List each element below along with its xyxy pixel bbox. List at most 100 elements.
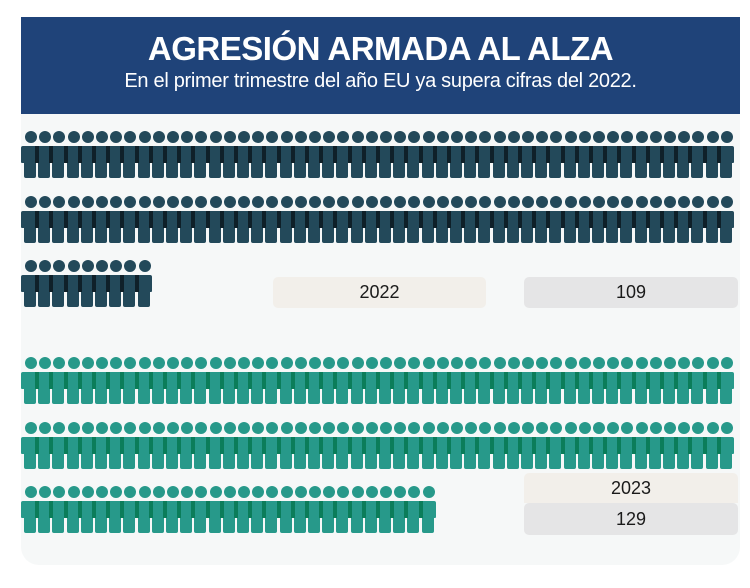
- person-icon: [518, 131, 535, 181]
- person-icon: [77, 196, 95, 246]
- person-icon: [404, 131, 422, 181]
- person-icon: [290, 486, 308, 536]
- person-icon: [702, 422, 720, 472]
- person-icon: [333, 486, 351, 536]
- person-icon: [305, 422, 322, 472]
- person-icon: [177, 131, 195, 181]
- person-icon: [205, 131, 223, 181]
- person-icon: [418, 486, 436, 536]
- person-icon: [21, 131, 38, 181]
- person-icon: [134, 260, 152, 310]
- person-icon: [134, 131, 152, 181]
- person-icon: [674, 131, 692, 181]
- person-icon: [390, 422, 408, 472]
- person-icon: [177, 196, 195, 246]
- person-icon: [418, 422, 436, 472]
- person-icon: [21, 260, 38, 310]
- person-icon: [163, 196, 180, 246]
- person-icon: [305, 357, 322, 407]
- person-icon: [191, 486, 209, 536]
- person-icon: [603, 357, 621, 407]
- person-icon: [262, 422, 280, 472]
- person-icon: [234, 131, 251, 181]
- person-icon: [191, 422, 209, 472]
- person-icon: [432, 422, 450, 472]
- person-icon: [475, 131, 493, 181]
- person-icon: [92, 196, 109, 246]
- person-icon: [532, 357, 550, 407]
- person-icon: [177, 357, 195, 407]
- person-icon: [77, 131, 95, 181]
- person-icon: [645, 422, 663, 472]
- person-icon: [518, 422, 535, 472]
- person-icon: [688, 131, 706, 181]
- person-icon: [617, 422, 635, 472]
- value-label-2022: 109: [524, 277, 738, 308]
- person-icon: [262, 131, 280, 181]
- person-icon: [560, 131, 578, 181]
- person-icon: [376, 196, 393, 246]
- person-icon: [35, 486, 53, 536]
- person-icon: [574, 196, 592, 246]
- person-icon: [418, 357, 436, 407]
- person-icon: [333, 131, 351, 181]
- person-icon: [248, 357, 266, 407]
- person-icon: [248, 422, 266, 472]
- person-icon: [631, 131, 649, 181]
- person-icon: [205, 357, 223, 407]
- chart-header: AGRESIÓN ARMADA AL ALZA En el primer tri…: [21, 17, 740, 114]
- person-icon: [35, 131, 53, 181]
- person-icon: [319, 196, 337, 246]
- person-icon: [390, 486, 408, 536]
- person-icon: [503, 422, 521, 472]
- person-icon: [361, 196, 379, 246]
- person-icon: [702, 131, 720, 181]
- person-icon: [660, 357, 677, 407]
- person-icon: [234, 486, 251, 536]
- person-icon: [617, 357, 635, 407]
- person-icon: [63, 260, 81, 310]
- person-icon: [617, 131, 635, 181]
- person-icon: [21, 422, 38, 472]
- person-icon: [290, 357, 308, 407]
- person-icon: [503, 357, 521, 407]
- person-icon: [503, 196, 521, 246]
- person-icon: [248, 486, 266, 536]
- person-icon: [219, 422, 237, 472]
- person-icon: [461, 131, 479, 181]
- person-icon: [21, 486, 38, 536]
- person-icon: [262, 486, 280, 536]
- person-icon: [106, 196, 124, 246]
- person-icon: [92, 260, 109, 310]
- person-icon: [148, 422, 166, 472]
- person-icon: [518, 196, 535, 246]
- person-icon: [106, 357, 124, 407]
- person-icon: [333, 422, 351, 472]
- person-icon: [716, 422, 734, 472]
- person-icon: [461, 196, 479, 246]
- person-icon: [120, 422, 138, 472]
- person-icon: [390, 131, 408, 181]
- person-icon: [134, 422, 152, 472]
- year-label-2022: 2022: [273, 277, 486, 308]
- person-icon: [77, 357, 95, 407]
- person-icon: [660, 422, 677, 472]
- person-icon: [319, 131, 337, 181]
- person-icon: [532, 196, 550, 246]
- person-icon: [574, 131, 592, 181]
- person-icon: [177, 422, 195, 472]
- person-icon: [603, 131, 621, 181]
- person-icon: [361, 422, 379, 472]
- person-icon: [461, 357, 479, 407]
- person-icon: [134, 357, 152, 407]
- person-icon: [361, 131, 379, 181]
- person-icon: [404, 357, 422, 407]
- person-icon: [305, 486, 322, 536]
- value-label-2023: 129: [524, 503, 738, 535]
- person-icon: [376, 422, 393, 472]
- person-icon: [674, 357, 692, 407]
- person-icon: [532, 131, 550, 181]
- person-icon: [148, 486, 166, 536]
- person-icon: [92, 131, 109, 181]
- person-icon: [35, 196, 53, 246]
